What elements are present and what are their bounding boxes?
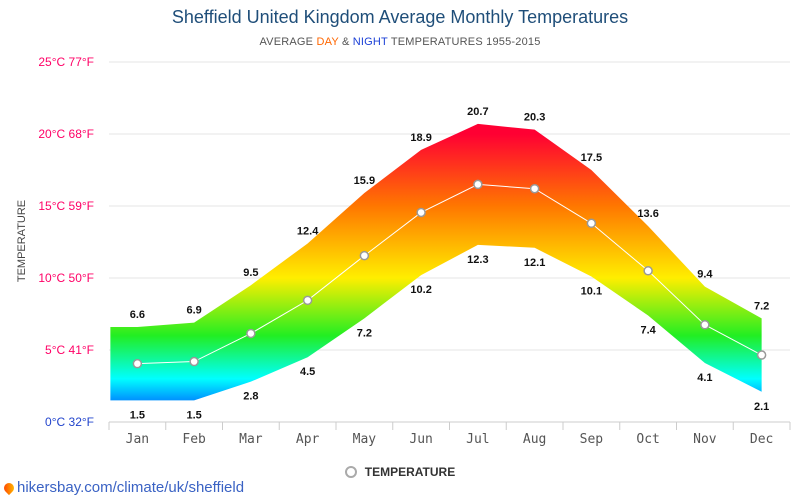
night-value-label: 12.1 <box>524 257 545 269</box>
x-tick-label: Feb <box>182 432 206 447</box>
day-night-range-band <box>110 123 762 401</box>
x-tick-label: Sep <box>580 432 604 447</box>
x-tick-label: Aug <box>523 432 546 447</box>
day-value-label: 9.4 <box>697 269 713 281</box>
map-pin-icon <box>1 480 17 496</box>
night-value-label: 4.5 <box>300 366 315 378</box>
subtitle-day: DAY <box>316 36 339 48</box>
average-point-oct[interactable] <box>643 266 653 276</box>
source-link[interactable]: hikersbay.com/climate/uk/sheffield <box>1 479 245 496</box>
day-value-label: 9.5 <box>243 267 258 279</box>
y-tick-label: 10°C 50°F <box>38 271 94 285</box>
subtitle-night: NIGHT <box>352 36 388 48</box>
average-point-jan[interactable] <box>132 358 143 369</box>
night-value-label: 7.4 <box>640 324 656 336</box>
day-value-label: 12.4 <box>297 225 319 237</box>
average-point-jun[interactable] <box>416 207 426 218</box>
y-tick-label: 25°C 77°F <box>38 55 94 69</box>
average-point-mar[interactable] <box>246 328 256 339</box>
chart-title: Sheffield United Kingdom Average Monthly… <box>171 7 629 27</box>
night-value-label: 10.2 <box>410 284 431 296</box>
night-value-label: 1.5 <box>130 409 145 421</box>
chart-legend[interactable]: TEMPERATURE <box>0 465 800 479</box>
night-value-label: 7.2 <box>357 327 372 339</box>
y-tick-label: 15°C 59°F <box>38 199 94 213</box>
night-value-label: 12.3 <box>467 254 488 266</box>
day-value-label: 6.9 <box>186 305 201 317</box>
legend-label: TEMPERATURE <box>364 465 456 479</box>
y-tick-label: 20°C 68°F <box>38 127 94 141</box>
day-value-label: 20.7 <box>467 106 488 118</box>
average-point-aug[interactable] <box>529 183 540 194</box>
day-value-label: 13.6 <box>637 208 658 220</box>
subtitle-mid: & <box>338 36 353 48</box>
average-point-jul[interactable] <box>473 179 483 190</box>
average-point-nov[interactable] <box>700 320 710 330</box>
average-point-dec[interactable] <box>756 350 767 360</box>
night-value-label: 4.1 <box>697 372 712 384</box>
day-value-label: 6.6 <box>130 309 145 321</box>
day-value-label: 15.9 <box>354 175 375 187</box>
x-tick-label: Jun <box>409 432 432 447</box>
average-point-sep[interactable] <box>586 218 597 229</box>
x-tick-label: Oct <box>636 432 659 447</box>
chart-subtitle: AVERAGE DAY & NIGHT TEMPERATURES 1955-20… <box>0 36 800 48</box>
night-value-label: 1.5 <box>186 409 201 421</box>
x-tick-label: Jan <box>126 432 149 447</box>
x-tick-label: Dec <box>750 432 773 447</box>
night-value-label: 2.1 <box>754 401 769 413</box>
y-tick-label: 0°C 32°F <box>45 415 94 429</box>
subtitle-prefix: AVERAGE <box>259 36 317 48</box>
night-value-label: 10.1 <box>581 286 602 298</box>
day-value-label: 18.9 <box>410 132 431 144</box>
subtitle-suffix: TEMPERATURES 1955-2015 <box>387 36 541 48</box>
y-tick-label: 5°C 41°F <box>45 343 94 357</box>
y-axis-label: TEMPERATURE <box>16 200 28 282</box>
day-value-label: 20.3 <box>524 112 545 124</box>
average-point-may[interactable] <box>359 250 370 261</box>
day-value-label: 7.2 <box>754 300 769 312</box>
average-temperature-line <box>137 183 762 365</box>
night-value-label: 2.8 <box>243 391 258 403</box>
x-tick-label: May <box>353 432 377 447</box>
average-point-apr[interactable] <box>302 295 313 306</box>
average-point-feb[interactable] <box>189 356 199 367</box>
day-value-label: 17.5 <box>581 152 602 164</box>
x-tick-label: Mar <box>239 432 263 447</box>
source-link-text: hikersbay.com/climate/uk/sheffield <box>17 479 245 496</box>
x-tick-label: Jul <box>466 432 489 447</box>
x-tick-label: Nov <box>693 432 717 447</box>
x-tick-label: Apr <box>296 432 320 447</box>
legend-marker-icon <box>344 466 357 478</box>
